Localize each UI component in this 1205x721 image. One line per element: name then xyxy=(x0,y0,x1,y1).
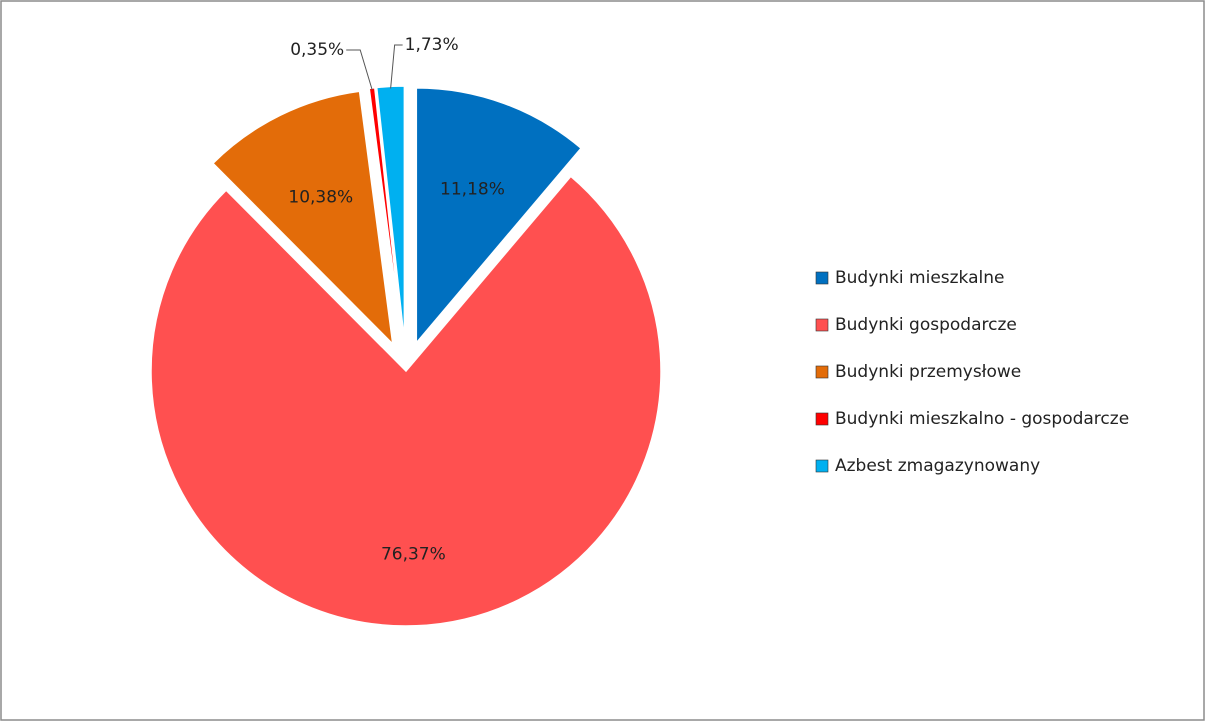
legend-swatch xyxy=(815,459,829,473)
pie-slice xyxy=(415,87,583,345)
legend-swatch xyxy=(815,271,829,285)
pie-slice xyxy=(211,90,394,347)
data-label: 0,35% xyxy=(290,40,344,60)
pie-slice xyxy=(150,175,662,627)
legend-label: Budynki gospodarcze xyxy=(835,315,1017,335)
legend-label: Budynki mieszkalne xyxy=(835,268,1004,288)
data-label: 11,18% xyxy=(440,180,505,200)
data-label: 1,73% xyxy=(405,35,459,55)
data-label: 10,38% xyxy=(288,188,353,208)
legend-label: Azbest zmagazynowany xyxy=(835,456,1040,476)
legend-swatch xyxy=(815,412,829,426)
leader-line xyxy=(390,44,403,89)
legend-label: Budynki przemysłowe xyxy=(835,362,1021,382)
legend-swatch xyxy=(815,318,829,332)
legend-label: Budynki mieszkalno - gospodarcze xyxy=(835,409,1129,429)
leader-line xyxy=(346,49,373,91)
data-label: 76,37% xyxy=(381,544,446,564)
legend-swatch xyxy=(815,365,829,379)
